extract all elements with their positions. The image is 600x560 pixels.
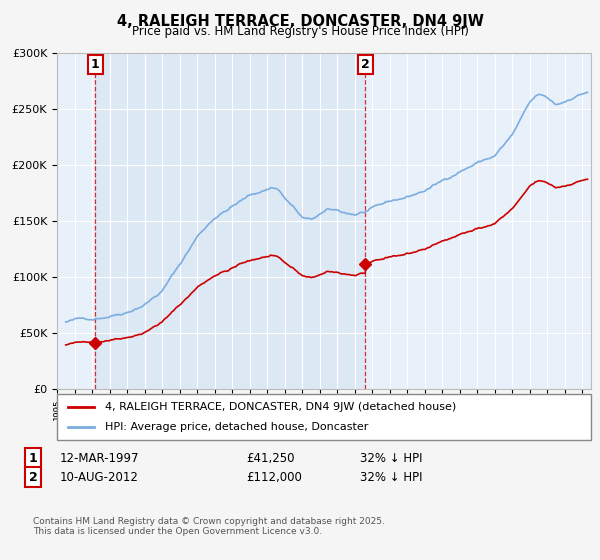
Text: 4, RALEIGH TERRACE, DONCASTER, DN4 9JW: 4, RALEIGH TERRACE, DONCASTER, DN4 9JW — [116, 14, 484, 29]
Text: 1: 1 — [29, 451, 37, 465]
Text: 2: 2 — [29, 470, 37, 484]
FancyBboxPatch shape — [57, 394, 591, 440]
Bar — [95, 53, 365, 389]
Text: £41,250: £41,250 — [246, 451, 295, 465]
Text: Price paid vs. HM Land Registry's House Price Index (HPI): Price paid vs. HM Land Registry's House … — [131, 25, 469, 38]
Text: 1: 1 — [91, 58, 100, 71]
Text: 10-AUG-2012: 10-AUG-2012 — [60, 470, 139, 484]
Text: Contains HM Land Registry data © Crown copyright and database right 2025.
This d: Contains HM Land Registry data © Crown c… — [33, 517, 385, 536]
Text: 32% ↓ HPI: 32% ↓ HPI — [360, 470, 422, 484]
Text: 4, RALEIGH TERRACE, DONCASTER, DN4 9JW (detached house): 4, RALEIGH TERRACE, DONCASTER, DN4 9JW (… — [105, 402, 457, 412]
Text: HPI: Average price, detached house, Doncaster: HPI: Average price, detached house, Donc… — [105, 422, 368, 432]
Text: 12-MAR-1997: 12-MAR-1997 — [60, 451, 139, 465]
Text: 32% ↓ HPI: 32% ↓ HPI — [360, 451, 422, 465]
Text: 2: 2 — [361, 58, 370, 71]
Text: £112,000: £112,000 — [246, 470, 302, 484]
